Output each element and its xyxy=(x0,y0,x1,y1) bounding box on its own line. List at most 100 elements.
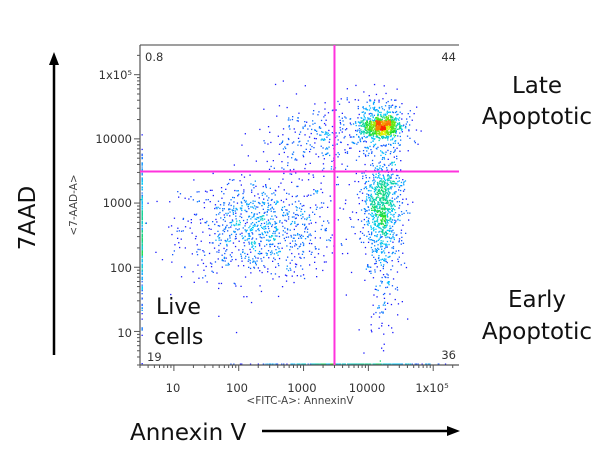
data-point xyxy=(242,249,244,251)
data-point xyxy=(369,236,371,238)
data-point xyxy=(300,214,302,217)
data-point xyxy=(375,110,377,112)
data-point xyxy=(389,363,391,365)
data-point xyxy=(400,126,402,128)
data-point xyxy=(381,236,383,238)
data-point xyxy=(359,122,361,125)
data-point xyxy=(319,363,321,365)
data-point xyxy=(390,135,392,138)
data-point xyxy=(190,222,192,224)
data-point xyxy=(323,116,325,118)
data-point xyxy=(378,196,380,198)
data-point xyxy=(374,271,376,273)
data-point xyxy=(384,137,387,139)
data-point xyxy=(366,122,368,124)
data-point xyxy=(399,126,401,129)
data-point xyxy=(312,120,314,122)
data-point xyxy=(368,363,370,365)
data-point xyxy=(371,215,373,217)
data-point xyxy=(252,200,254,202)
data-point xyxy=(377,189,379,191)
data-point xyxy=(388,123,391,126)
data-point xyxy=(251,222,254,224)
data-point xyxy=(348,101,350,103)
data-point xyxy=(379,237,381,239)
data-point xyxy=(377,210,380,212)
data-point xyxy=(307,179,310,181)
data-point xyxy=(220,239,222,241)
data-point xyxy=(319,207,321,209)
data-point xyxy=(260,218,262,220)
data-point xyxy=(397,124,399,126)
data-point xyxy=(391,104,394,106)
data-point xyxy=(277,263,279,265)
data-point xyxy=(178,230,180,232)
data-point xyxy=(330,237,332,239)
data-point xyxy=(141,298,143,300)
data-point xyxy=(383,109,385,111)
data-point xyxy=(227,238,229,240)
data-point xyxy=(379,227,381,229)
data-point xyxy=(323,158,325,160)
data-point xyxy=(369,122,371,124)
data-point xyxy=(309,233,311,235)
data-point xyxy=(390,144,392,146)
data-point xyxy=(232,210,234,212)
data-point xyxy=(382,233,384,235)
data-point xyxy=(368,233,370,235)
data-point xyxy=(322,147,324,149)
data-point xyxy=(364,119,366,121)
data-point xyxy=(257,228,259,231)
data-point xyxy=(384,247,386,250)
data-point xyxy=(389,230,391,232)
data-point xyxy=(206,281,208,283)
data-point xyxy=(379,118,381,120)
quadrant-gate[interactable] xyxy=(140,45,459,365)
data-point xyxy=(359,140,362,143)
data-point xyxy=(383,184,385,186)
data-point xyxy=(378,255,380,257)
data-point xyxy=(378,172,380,175)
data-point xyxy=(400,169,402,171)
data-point xyxy=(363,363,365,365)
data-point xyxy=(367,264,369,266)
data-point xyxy=(385,134,387,137)
data-point xyxy=(385,182,387,184)
data-point xyxy=(370,149,372,151)
data-point xyxy=(384,221,386,223)
data-point xyxy=(246,239,248,241)
data-point xyxy=(288,126,290,128)
data-point xyxy=(389,111,391,113)
data-point xyxy=(368,118,370,120)
data-point xyxy=(392,111,395,114)
data-point xyxy=(270,204,272,206)
data-point xyxy=(236,208,238,210)
data-point xyxy=(371,127,373,130)
data-point xyxy=(252,225,254,227)
data-point xyxy=(377,133,379,135)
data-point xyxy=(229,208,231,210)
data-point xyxy=(209,189,212,191)
data-point xyxy=(256,217,258,219)
data-point xyxy=(361,120,364,122)
data-point xyxy=(394,131,396,133)
data-point xyxy=(370,141,372,143)
data-point xyxy=(360,131,363,133)
data-point xyxy=(304,85,306,87)
data-point xyxy=(369,186,371,188)
data-point xyxy=(371,331,373,333)
data-point xyxy=(221,259,223,261)
data-point xyxy=(390,204,392,206)
data-point xyxy=(380,222,382,224)
data-point xyxy=(339,126,341,129)
data-point xyxy=(292,153,294,156)
data-point xyxy=(428,363,430,365)
data-point xyxy=(384,191,386,193)
data-point xyxy=(366,199,368,201)
data-point xyxy=(363,108,365,110)
data-point xyxy=(358,136,360,138)
data-point xyxy=(260,223,263,225)
data-point xyxy=(227,230,229,232)
data-point xyxy=(337,139,339,141)
live-cells-label: cells xyxy=(154,325,203,350)
